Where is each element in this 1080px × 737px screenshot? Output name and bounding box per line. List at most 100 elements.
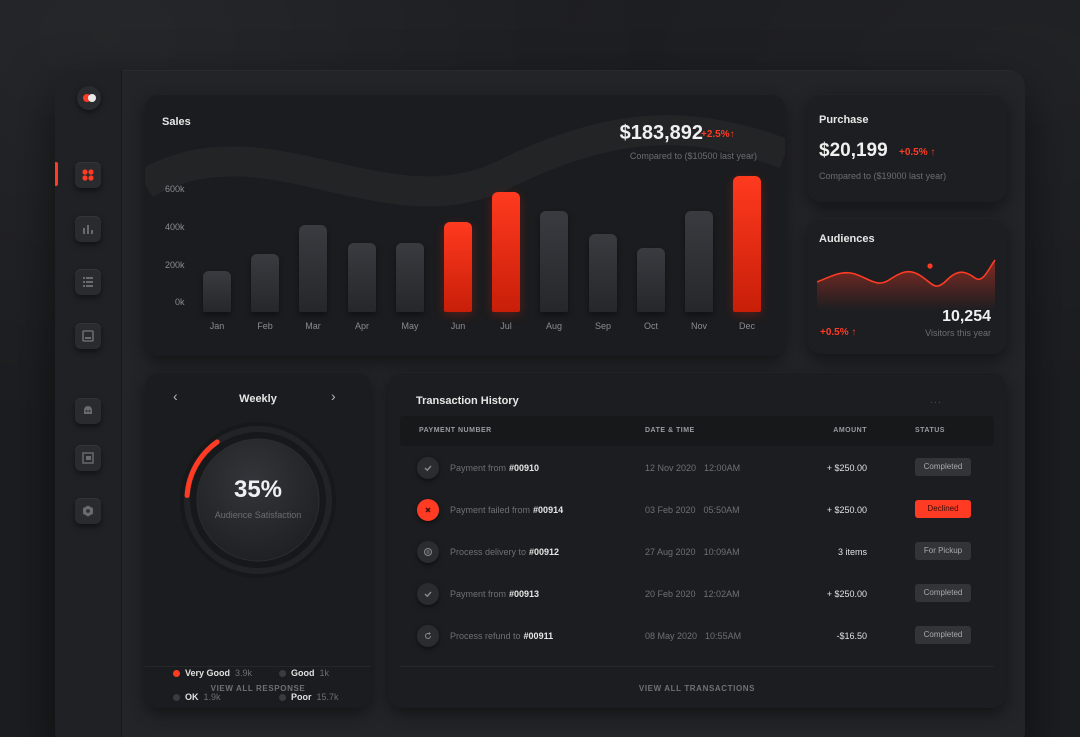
x-tick-nov: Nov: [690, 321, 707, 331]
bar-jul[interactable]: [492, 192, 520, 312]
gauge-percent: 35%: [233, 476, 283, 503]
legend-dot: [173, 693, 180, 701]
row-description: Process delivery to #00912: [450, 547, 559, 557]
legend-label: Good: [291, 668, 315, 678]
weekly-footer-divider: [145, 666, 371, 667]
payment-id: #00911: [523, 631, 554, 641]
nav-documents[interactable]: [75, 445, 101, 471]
payment-id: #00914: [533, 505, 564, 515]
x-tick-jan: Jan: [209, 321, 225, 331]
nav-list[interactable]: [75, 269, 101, 295]
sidebar: [55, 70, 122, 737]
row-date: 03 Feb 2020: [645, 505, 696, 515]
row-time: 05:50AM: [703, 505, 740, 515]
bar-chart-icon: [83, 225, 93, 234]
row-datetime: 12 Nov 2020 12:00AM: [645, 463, 740, 473]
table-row[interactable]: Process refund to #00911 08 May 2020 10:55…: [400, 615, 994, 657]
row-datetime: 20 Feb 2020 12:02AM: [645, 589, 740, 599]
payment-id: #00910: [509, 463, 540, 473]
row-amount: 3 items: [837, 547, 867, 557]
payment-id: #00913: [509, 589, 540, 599]
audiences-value: 10,254: [942, 308, 991, 325]
table-row[interactable]: Process delivery to #00912 27 Aug 2020 10:…: [400, 531, 994, 573]
description-text: Payment from: [450, 463, 507, 473]
nav-settings[interactable]: [75, 498, 101, 524]
refund-icon: [417, 625, 439, 647]
row-description: Process refund to #00911: [450, 631, 553, 641]
legend-value: 1.9k: [203, 692, 221, 702]
row-date: 20 Feb 2020: [645, 589, 696, 599]
payment-id: #00912: [529, 547, 560, 557]
active-indicator: [55, 162, 58, 186]
table-row[interactable]: Payment failed from #00914 03 Feb 2020 05:…: [400, 489, 994, 531]
gauge-caption: Audience Satisfaction: [214, 510, 302, 520]
settings-icon: [83, 505, 93, 517]
row-description: Payment failed from #00914: [450, 505, 563, 515]
bar-oct[interactable]: [637, 248, 665, 312]
audiences-delta: +0.5% ↑: [820, 327, 857, 338]
legend-item: Good 1k: [279, 668, 329, 678]
row-amount: + $250.00: [826, 463, 867, 473]
more-options-icon[interactable]: ...: [929, 394, 942, 406]
description-text: Payment failed from: [450, 505, 531, 515]
list-icon: [83, 277, 93, 287]
table-row[interactable]: Payment from #00910 12 Nov 2020 12:00AM + …: [400, 447, 994, 489]
bar-mar[interactable]: [299, 225, 327, 312]
legend-label: Very Good: [185, 668, 231, 678]
bar-nov[interactable]: [685, 211, 713, 312]
x-tick-oct: Oct: [643, 321, 658, 331]
next-arrow[interactable]: ›: [331, 388, 336, 404]
nav-alerts[interactable]: [75, 398, 101, 424]
nav-analytics[interactable]: [75, 216, 101, 242]
table-row[interactable]: Payment from #00913 20 Feb 2020 12:02AM + …: [400, 573, 994, 615]
description-text: Process delivery to: [450, 547, 527, 557]
sales-amount: $183,892: [619, 122, 703, 144]
audiences-sparkline: [817, 259, 996, 310]
description-text: Process refund to: [450, 631, 521, 641]
nav-dashboard[interactable]: [75, 162, 101, 188]
status-badge: Completed: [915, 458, 971, 476]
transactions-title: Transaction History: [416, 395, 519, 407]
audiences-card: Audiences +0.5% ↑ 10,254 Visitors this y…: [807, 218, 1007, 354]
legend-value: 1k: [319, 668, 330, 678]
status-badge: Declined: [915, 500, 971, 518]
table-header: PAYMENT NUMBER DATE & TIME AMOUNT STATUS: [400, 416, 994, 446]
legend-dot: [173, 669, 180, 677]
bar-may[interactable]: [396, 243, 424, 312]
sales-note: Compared to ($10500 last year): [629, 151, 757, 161]
prev-arrow[interactable]: ‹: [173, 388, 178, 404]
nav-book[interactable]: [75, 323, 101, 349]
header-status: STATUS: [915, 427, 945, 434]
weekly-title: Weekly: [239, 393, 277, 405]
y-tick: 400k: [165, 222, 185, 232]
header-amount: AMOUNT: [833, 427, 867, 434]
bar-apr[interactable]: [348, 243, 376, 312]
bar-dec[interactable]: [733, 176, 761, 312]
row-amount: + $250.00: [826, 505, 867, 515]
row-time: 10:55AM: [705, 631, 742, 641]
purchase-note: Compared to ($19000 last year): [819, 171, 947, 181]
x-tick-may: May: [401, 321, 419, 331]
audiences-title: Audiences: [819, 233, 875, 245]
check-icon: [417, 583, 439, 605]
view-all-transactions-link[interactable]: VIEW ALL TRANSACTIONS: [638, 684, 756, 693]
delivery-icon: [417, 541, 439, 563]
bar-jan[interactable]: [203, 271, 231, 312]
bar-feb[interactable]: [251, 254, 279, 312]
bar-sep[interactable]: [589, 234, 617, 312]
bar-aug[interactable]: [540, 211, 568, 312]
row-time: 12:00AM: [704, 463, 741, 473]
row-datetime: 08 May 2020 10:55AM: [645, 631, 741, 641]
row-datetime: 27 Aug 2020 10:09AM: [645, 547, 740, 557]
legend-value: 15.7k: [316, 692, 339, 702]
header-date: DATE & TIME: [645, 427, 695, 434]
x-tick-apr: Apr: [354, 321, 369, 331]
bar-jun[interactable]: [444, 222, 472, 312]
view-all-response-link[interactable]: VIEW ALL RESPONSE: [210, 684, 306, 693]
transactions-footer-divider: [400, 666, 994, 667]
sales-title: Sales: [162, 116, 191, 128]
legend-item: OK 1.9k: [173, 692, 221, 702]
sales-delta: +2.5%↑: [701, 129, 735, 140]
app-logo[interactable]: [77, 86, 101, 110]
header-payment: PAYMENT NUMBER: [419, 427, 492, 434]
